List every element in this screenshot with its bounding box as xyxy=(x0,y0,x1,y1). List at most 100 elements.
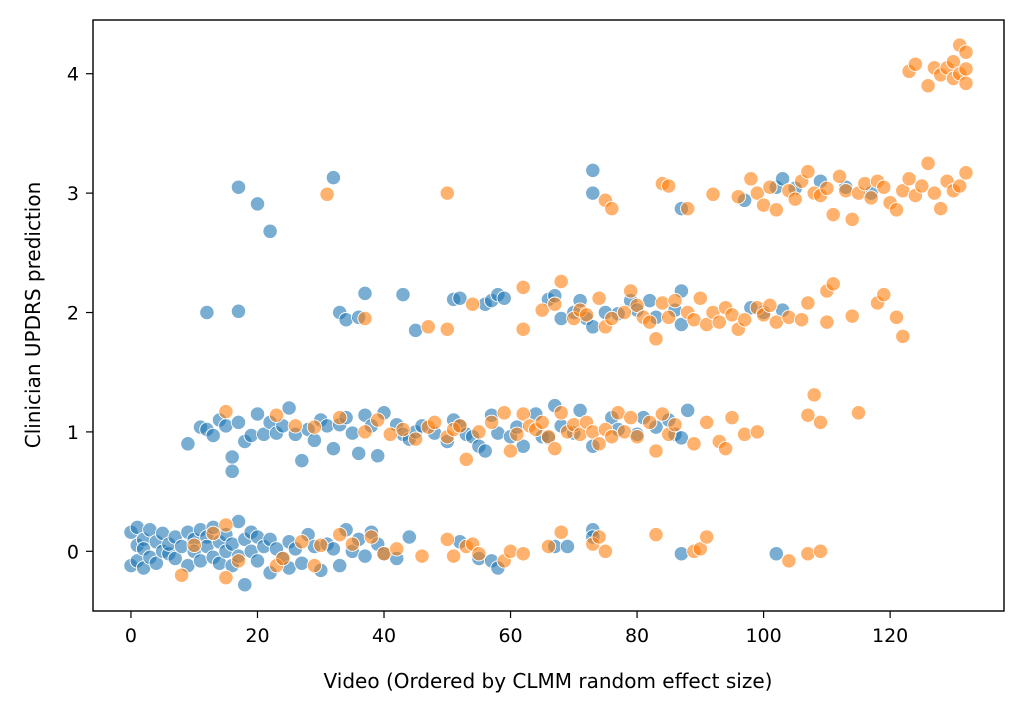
data-point xyxy=(230,513,247,530)
data-point xyxy=(901,171,917,187)
data-point xyxy=(787,191,803,207)
x-tick-label: 80 xyxy=(625,625,649,647)
data-point xyxy=(319,186,335,202)
data-point xyxy=(629,297,645,314)
data-point xyxy=(812,543,829,559)
data-point xyxy=(749,424,765,440)
data-point xyxy=(724,409,740,426)
data-point xyxy=(477,443,493,459)
data-point xyxy=(515,546,531,562)
data-point xyxy=(230,179,247,195)
x-tick-label: 40 xyxy=(372,625,396,647)
data-point xyxy=(819,314,835,330)
data-point xyxy=(680,200,696,217)
data-point xyxy=(553,405,569,421)
data-point xyxy=(319,418,335,434)
data-point xyxy=(218,517,234,533)
data-point xyxy=(306,557,323,574)
data-point xyxy=(907,56,924,72)
series-orange xyxy=(173,37,974,586)
data-point xyxy=(230,303,247,319)
data-point xyxy=(547,296,563,312)
data-point xyxy=(844,308,860,324)
y-tick-label: 1 xyxy=(67,422,79,444)
data-point xyxy=(616,424,633,440)
data-point xyxy=(553,524,569,540)
x-tick-label: 20 xyxy=(245,625,269,647)
data-point xyxy=(357,285,373,302)
data-point xyxy=(357,310,373,327)
data-point xyxy=(648,331,664,347)
data-point xyxy=(591,290,607,306)
data-point xyxy=(699,414,715,431)
data-point xyxy=(509,426,525,442)
data-point xyxy=(205,427,221,444)
data-point xyxy=(344,425,361,441)
data-point xyxy=(483,414,500,431)
data-point xyxy=(496,290,512,306)
data-point xyxy=(294,555,310,571)
data-point xyxy=(420,319,436,335)
data-point xyxy=(661,178,677,194)
data-point xyxy=(686,436,702,452)
data-point xyxy=(515,406,531,422)
data-point xyxy=(376,546,392,562)
data-point xyxy=(850,405,867,421)
data-point xyxy=(604,310,620,327)
data-point xyxy=(471,546,487,562)
data-point xyxy=(711,314,727,330)
data-point xyxy=(294,452,310,469)
data-point xyxy=(515,279,531,296)
data-point xyxy=(661,309,677,325)
data-point xyxy=(426,414,443,431)
data-point xyxy=(445,548,462,564)
x-tick-label: 0 xyxy=(125,625,137,647)
points-layer xyxy=(123,37,974,593)
data-point xyxy=(502,543,519,559)
data-point xyxy=(370,412,386,428)
data-point xyxy=(774,171,791,187)
data-point xyxy=(540,538,557,555)
data-point xyxy=(325,440,342,457)
data-point xyxy=(332,526,348,543)
data-point xyxy=(654,295,671,311)
data-point xyxy=(730,189,746,205)
data-point xyxy=(439,531,455,548)
data-point xyxy=(268,407,285,423)
data-point xyxy=(167,550,183,567)
data-point xyxy=(180,436,196,452)
data-point xyxy=(313,537,329,553)
data-point xyxy=(825,206,841,223)
data-point xyxy=(218,403,234,420)
data-point xyxy=(218,569,234,586)
data-point xyxy=(306,419,323,435)
data-point xyxy=(642,314,658,330)
data-point xyxy=(395,286,411,303)
data-point xyxy=(648,526,664,543)
data-point xyxy=(578,307,595,323)
data-point xyxy=(629,429,645,445)
data-point xyxy=(591,436,607,452)
data-point xyxy=(642,414,658,431)
data-point xyxy=(831,168,848,185)
data-point xyxy=(325,541,342,557)
data-point xyxy=(952,178,968,194)
data-point xyxy=(414,548,430,564)
data-point xyxy=(920,155,936,171)
data-point xyxy=(876,179,892,195)
data-point xyxy=(863,190,879,206)
data-point xyxy=(914,178,930,194)
data-point xyxy=(717,440,734,457)
data-point xyxy=(958,61,974,77)
data-point xyxy=(218,418,234,434)
data-point xyxy=(800,295,816,311)
data-point xyxy=(926,185,943,201)
data-point xyxy=(768,202,784,218)
data-point xyxy=(357,548,373,564)
data-point xyxy=(458,451,474,468)
data-point xyxy=(705,186,721,202)
data-point xyxy=(888,202,905,218)
data-point xyxy=(370,448,386,464)
data-point xyxy=(332,409,348,426)
data-point xyxy=(338,312,354,328)
